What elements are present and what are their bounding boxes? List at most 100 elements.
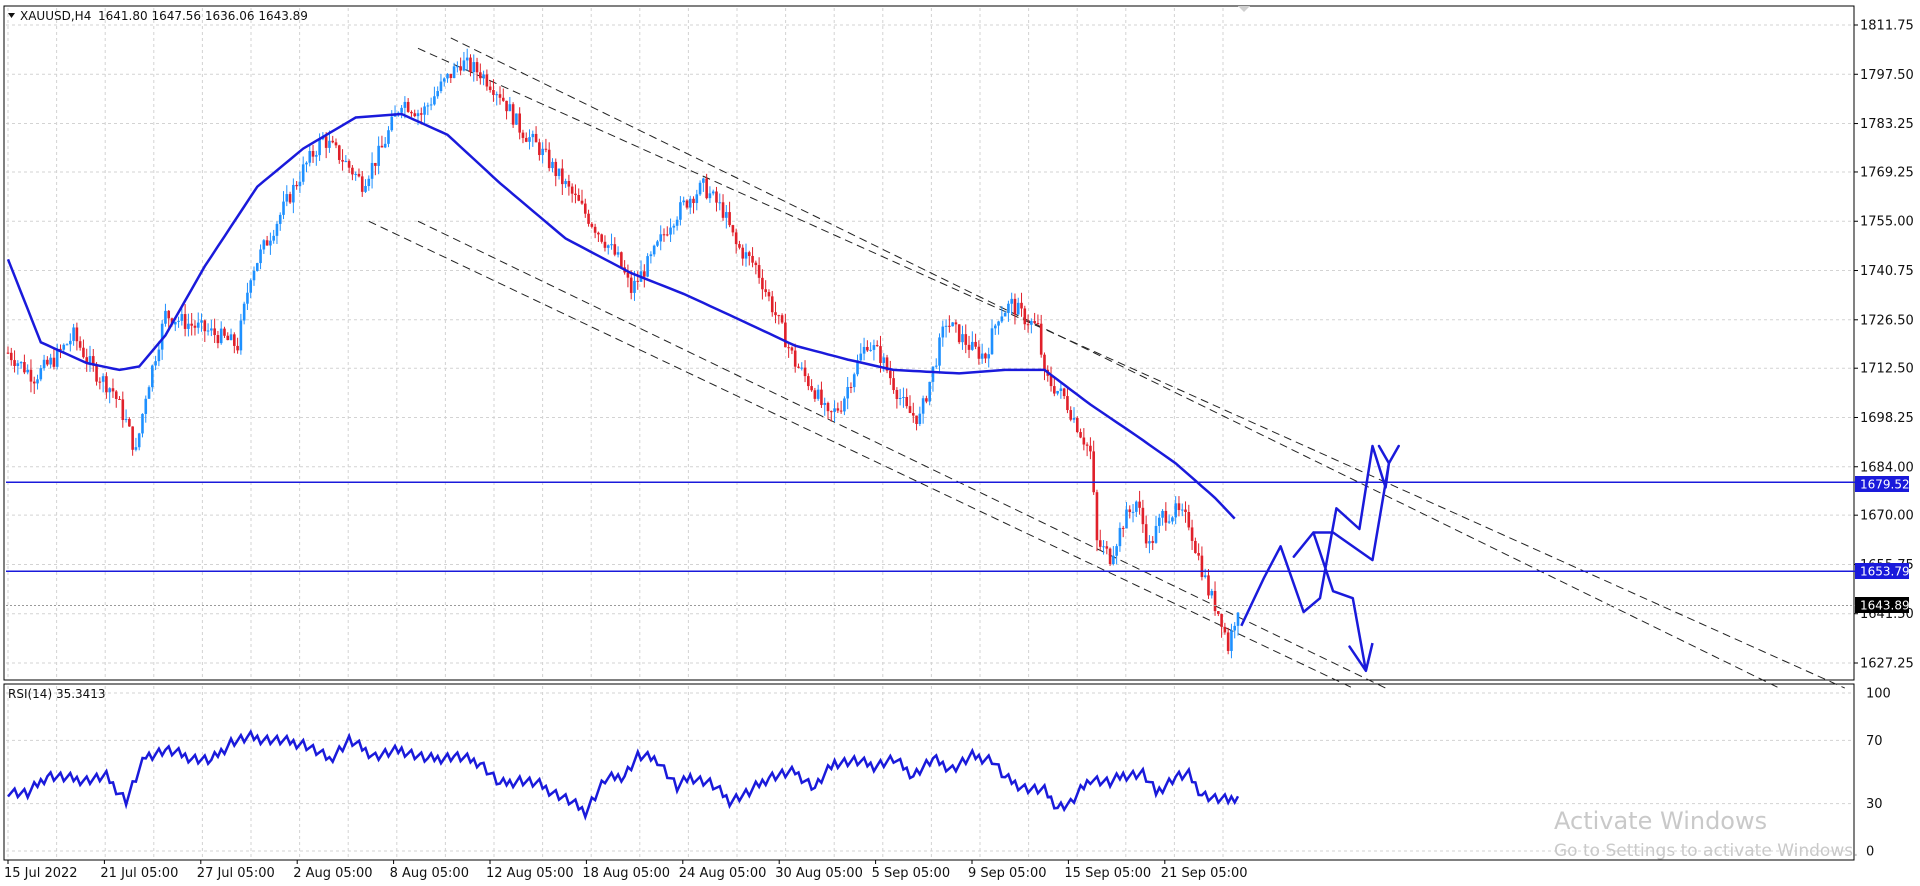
candle bbox=[515, 113, 518, 125]
watermark-subtitle: Go to Settings to activate Windows. bbox=[1554, 841, 1859, 861]
candle bbox=[541, 142, 544, 164]
watermark-title: Activate Windows bbox=[1554, 807, 1767, 835]
candle bbox=[406, 98, 410, 113]
candle bbox=[1171, 516, 1174, 525]
candle bbox=[370, 152, 374, 189]
candle bbox=[242, 301, 246, 325]
candle bbox=[151, 364, 154, 392]
candle bbox=[223, 326, 226, 338]
candle bbox=[1223, 622, 1227, 635]
candle bbox=[124, 409, 128, 423]
candle bbox=[337, 144, 341, 164]
channel-line[interactable] bbox=[417, 47, 1846, 689]
candle bbox=[777, 314, 781, 325]
candle bbox=[1016, 297, 1020, 315]
candle bbox=[711, 189, 715, 196]
candle bbox=[101, 373, 105, 393]
candle bbox=[902, 387, 905, 408]
candle bbox=[1036, 314, 1040, 326]
time-axis: 15 Jul 2022 21 Jul 05:00 27 Jul 05:00 2 Aug… bbox=[4, 860, 1248, 881]
candle bbox=[603, 235, 607, 252]
candle bbox=[472, 54, 476, 82]
rsi-pane-frame[interactable] bbox=[3, 683, 1855, 861]
candle bbox=[134, 437, 138, 452]
candle bbox=[469, 54, 472, 77]
candle bbox=[738, 240, 741, 250]
candle bbox=[951, 322, 954, 327]
candle bbox=[173, 321, 177, 332]
candle bbox=[62, 343, 66, 353]
candle bbox=[885, 354, 889, 374]
candle bbox=[154, 355, 157, 371]
candle bbox=[1085, 442, 1089, 457]
candle bbox=[88, 345, 92, 372]
candle bbox=[957, 324, 961, 345]
candle bbox=[659, 225, 663, 251]
candle bbox=[305, 161, 308, 173]
candle bbox=[1033, 312, 1036, 325]
candle bbox=[692, 196, 695, 214]
candle bbox=[206, 323, 210, 336]
candle bbox=[98, 377, 102, 390]
time-axis-label: 15 Jul 2022 bbox=[4, 866, 78, 881]
candle bbox=[770, 290, 774, 317]
candle bbox=[423, 102, 426, 123]
candle bbox=[1026, 314, 1030, 333]
candle bbox=[534, 126, 538, 143]
candle bbox=[1138, 490, 1141, 515]
candle bbox=[846, 376, 849, 410]
candle bbox=[272, 229, 275, 244]
candle bbox=[925, 395, 928, 404]
candle bbox=[531, 130, 535, 147]
time-axis-label: 24 Aug 05:00 bbox=[679, 866, 767, 881]
candle bbox=[1203, 568, 1207, 579]
dropdown-triangle-icon[interactable] bbox=[8, 13, 15, 18]
rsi-axis-label: 30 bbox=[1866, 797, 1883, 812]
candle bbox=[980, 343, 984, 364]
candle bbox=[216, 330, 220, 349]
candle bbox=[200, 313, 203, 332]
candle bbox=[203, 319, 207, 342]
candle bbox=[275, 221, 279, 244]
candle bbox=[1131, 504, 1135, 523]
price-axis-label: 1726.50 bbox=[1860, 313, 1914, 328]
candle bbox=[1053, 376, 1056, 397]
channel-line[interactable] bbox=[417, 220, 1386, 689]
candle bbox=[1115, 543, 1118, 565]
candle bbox=[482, 70, 485, 86]
scroll-marker-icon[interactable] bbox=[1238, 6, 1250, 12]
candle bbox=[656, 239, 659, 248]
candle bbox=[213, 318, 216, 344]
candle bbox=[114, 390, 118, 408]
price-pane-frame[interactable] bbox=[3, 5, 1855, 681]
candle bbox=[459, 57, 462, 76]
candle bbox=[508, 96, 512, 112]
candle bbox=[446, 73, 449, 83]
candle bbox=[521, 129, 525, 144]
candle bbox=[898, 388, 902, 406]
projection-drawing[interactable] bbox=[1240, 444, 1400, 673]
candle bbox=[39, 365, 43, 382]
candle bbox=[118, 396, 121, 400]
candle bbox=[577, 188, 581, 202]
time-axis-label: 5 Sep 05:00 bbox=[872, 866, 951, 881]
candle bbox=[180, 308, 184, 326]
candle bbox=[144, 395, 148, 423]
candle bbox=[892, 369, 895, 394]
candle bbox=[91, 348, 95, 372]
candle bbox=[554, 158, 558, 187]
level-low-value: 1653.79 bbox=[1860, 565, 1910, 579]
candle bbox=[311, 144, 315, 163]
candle bbox=[1180, 503, 1184, 517]
time-axis-label: 18 Aug 05:00 bbox=[582, 866, 670, 881]
candle bbox=[538, 138, 541, 161]
channel-lines[interactable] bbox=[368, 37, 1846, 689]
candle bbox=[1141, 499, 1145, 533]
candle bbox=[52, 347, 56, 370]
candle bbox=[990, 319, 994, 355]
candle bbox=[285, 185, 289, 207]
candle bbox=[652, 244, 656, 257]
candle bbox=[252, 266, 256, 286]
candle bbox=[787, 343, 790, 358]
candle bbox=[557, 168, 561, 180]
